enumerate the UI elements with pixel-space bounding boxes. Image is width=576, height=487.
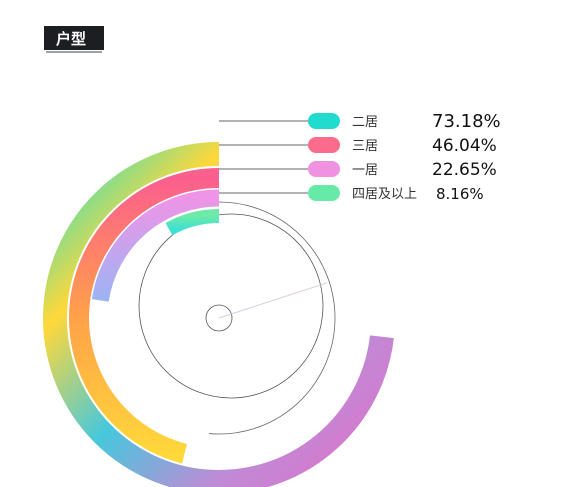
legend-swatch-4 (308, 185, 340, 201)
chart-bars (43, 142, 394, 487)
decor-line (218, 282, 328, 319)
legend-swatch-3 (308, 161, 340, 177)
inner-ring-circle (138, 213, 324, 399)
chart-decoration (138, 201, 336, 435)
legend-value-4: 8.16% (436, 185, 484, 203)
bar-1 (43, 142, 394, 487)
legend-label-2: 三居 (352, 139, 378, 154)
legend-value-1: 73.18% (432, 111, 501, 132)
legend-swatch-2 (308, 137, 340, 153)
legend-value-3: 22.65% (432, 160, 497, 180)
legend-label-4: 四居及以上 (352, 187, 417, 202)
chart-legend: 二居 73.18% 三居 46.04% 一居 22.65% 四居及以上 8.16% (219, 111, 501, 203)
center-circle (205, 304, 233, 332)
legend-swatch-1 (308, 113, 340, 129)
section-title-tab: 户型 (44, 26, 104, 53)
decor-arc (208, 201, 336, 435)
legend-label-1: 二居 (352, 115, 378, 130)
bar-2 (69, 168, 220, 464)
section-title: 户型 (56, 29, 87, 48)
legend-value-2: 46.04% (432, 136, 497, 156)
legend-label-3: 一居 (352, 163, 378, 178)
bar-3 (91, 189, 220, 302)
bar-4 (165, 209, 220, 236)
